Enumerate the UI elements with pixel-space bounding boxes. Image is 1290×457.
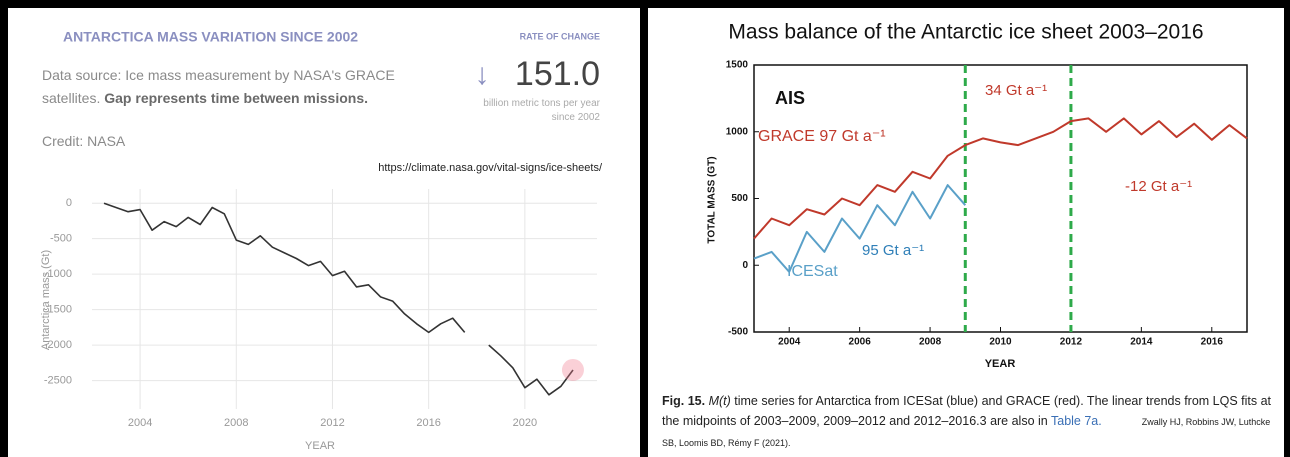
annotation: -12 Gt a⁻¹ xyxy=(1125,178,1192,195)
source-bold: Gap represents time between missions. xyxy=(104,90,369,106)
data-line xyxy=(753,117,1248,240)
y-tick-label: -500 xyxy=(728,327,748,338)
rate-unit: billion metric tons per year since 2002 xyxy=(483,98,600,123)
right-panel xyxy=(648,8,1284,457)
x-tick-label: 2004 xyxy=(128,417,152,429)
data-line xyxy=(103,202,574,396)
y-tick-label: 0 xyxy=(742,260,748,271)
annotation: AIS xyxy=(775,88,805,108)
x-axis-label: YEAR xyxy=(985,358,1016,370)
down-arrow: ↓ xyxy=(475,58,490,91)
source-url: https://climate.nasa.gov/vital-signs/ice… xyxy=(378,162,603,174)
caption-link: Table 7a. xyxy=(1051,414,1102,428)
annotation: 95 Gt a⁻¹ xyxy=(862,242,924,259)
caption-text: time series for Antarctica from ICESat (… xyxy=(662,394,1272,428)
caption-italic: M(t) xyxy=(708,394,731,408)
x-tick-label: 2004 xyxy=(778,337,801,348)
x-tick-label: 2010 xyxy=(989,337,1012,348)
x-axis-label: YEAR xyxy=(305,440,335,452)
x-tick-label: 2014 xyxy=(1130,337,1153,348)
y-tick-label: -500 xyxy=(50,233,72,245)
data-line xyxy=(753,184,967,273)
annotation: 34 Gt a⁻¹ xyxy=(985,82,1047,99)
x-tick-label: 2020 xyxy=(513,417,537,429)
x-tick-label: 2006 xyxy=(849,337,872,348)
current-highlight xyxy=(561,358,584,381)
y-tick-label: -2000 xyxy=(44,339,72,351)
x-tick-label: 2012 xyxy=(1060,337,1083,348)
x-tick-label: 2008 xyxy=(224,417,248,429)
credit: Credit: NASA xyxy=(42,133,126,149)
annotation: GRACE 97 Gt a⁻¹ xyxy=(758,128,886,145)
y-tick-label: 1000 xyxy=(726,126,749,137)
caption: Fig. 15. M(t) time series for Antarctica… xyxy=(662,391,1280,453)
rate-value: 151.0 xyxy=(515,55,600,93)
chart-title: ANTARCTICA MASS VARIATION SINCE 2002 xyxy=(63,29,358,45)
y-tick-label: -2500 xyxy=(44,375,72,387)
source-text: Data source: Ice mass measurement by NAS… xyxy=(42,64,432,110)
rate-label: RATE OF CHANGE xyxy=(520,31,600,41)
y-tick-label: -1000 xyxy=(44,268,72,280)
x-tick-label: 2016 xyxy=(1201,337,1224,348)
y-axis-label: Antarctica mass (Gt) xyxy=(40,250,52,350)
left-panel xyxy=(8,8,640,457)
y-tick-label: 1500 xyxy=(726,60,749,71)
citation: Zwally HJ, Robbins JW, Luthcke SB, Loomi… xyxy=(662,417,1271,448)
plot-frame xyxy=(753,64,1248,333)
x-tick-label: 2016 xyxy=(416,417,440,429)
source: Data source: Ice mass measurement by NAS… xyxy=(42,67,395,106)
y-tick-label: 500 xyxy=(731,193,748,204)
x-tick-label: 2012 xyxy=(320,417,344,429)
annotation: ICESat xyxy=(787,263,838,280)
chart-title: Mass balance of the Antarctic ice sheet … xyxy=(728,21,1203,44)
y-tick-label: 0 xyxy=(66,197,72,209)
caption-label: Fig. 15. xyxy=(662,394,706,408)
y-axis-label: TOTAL MASS (GT) xyxy=(707,156,718,243)
x-tick-label: 2008 xyxy=(919,337,942,348)
y-tick-label: -1500 xyxy=(44,304,72,316)
